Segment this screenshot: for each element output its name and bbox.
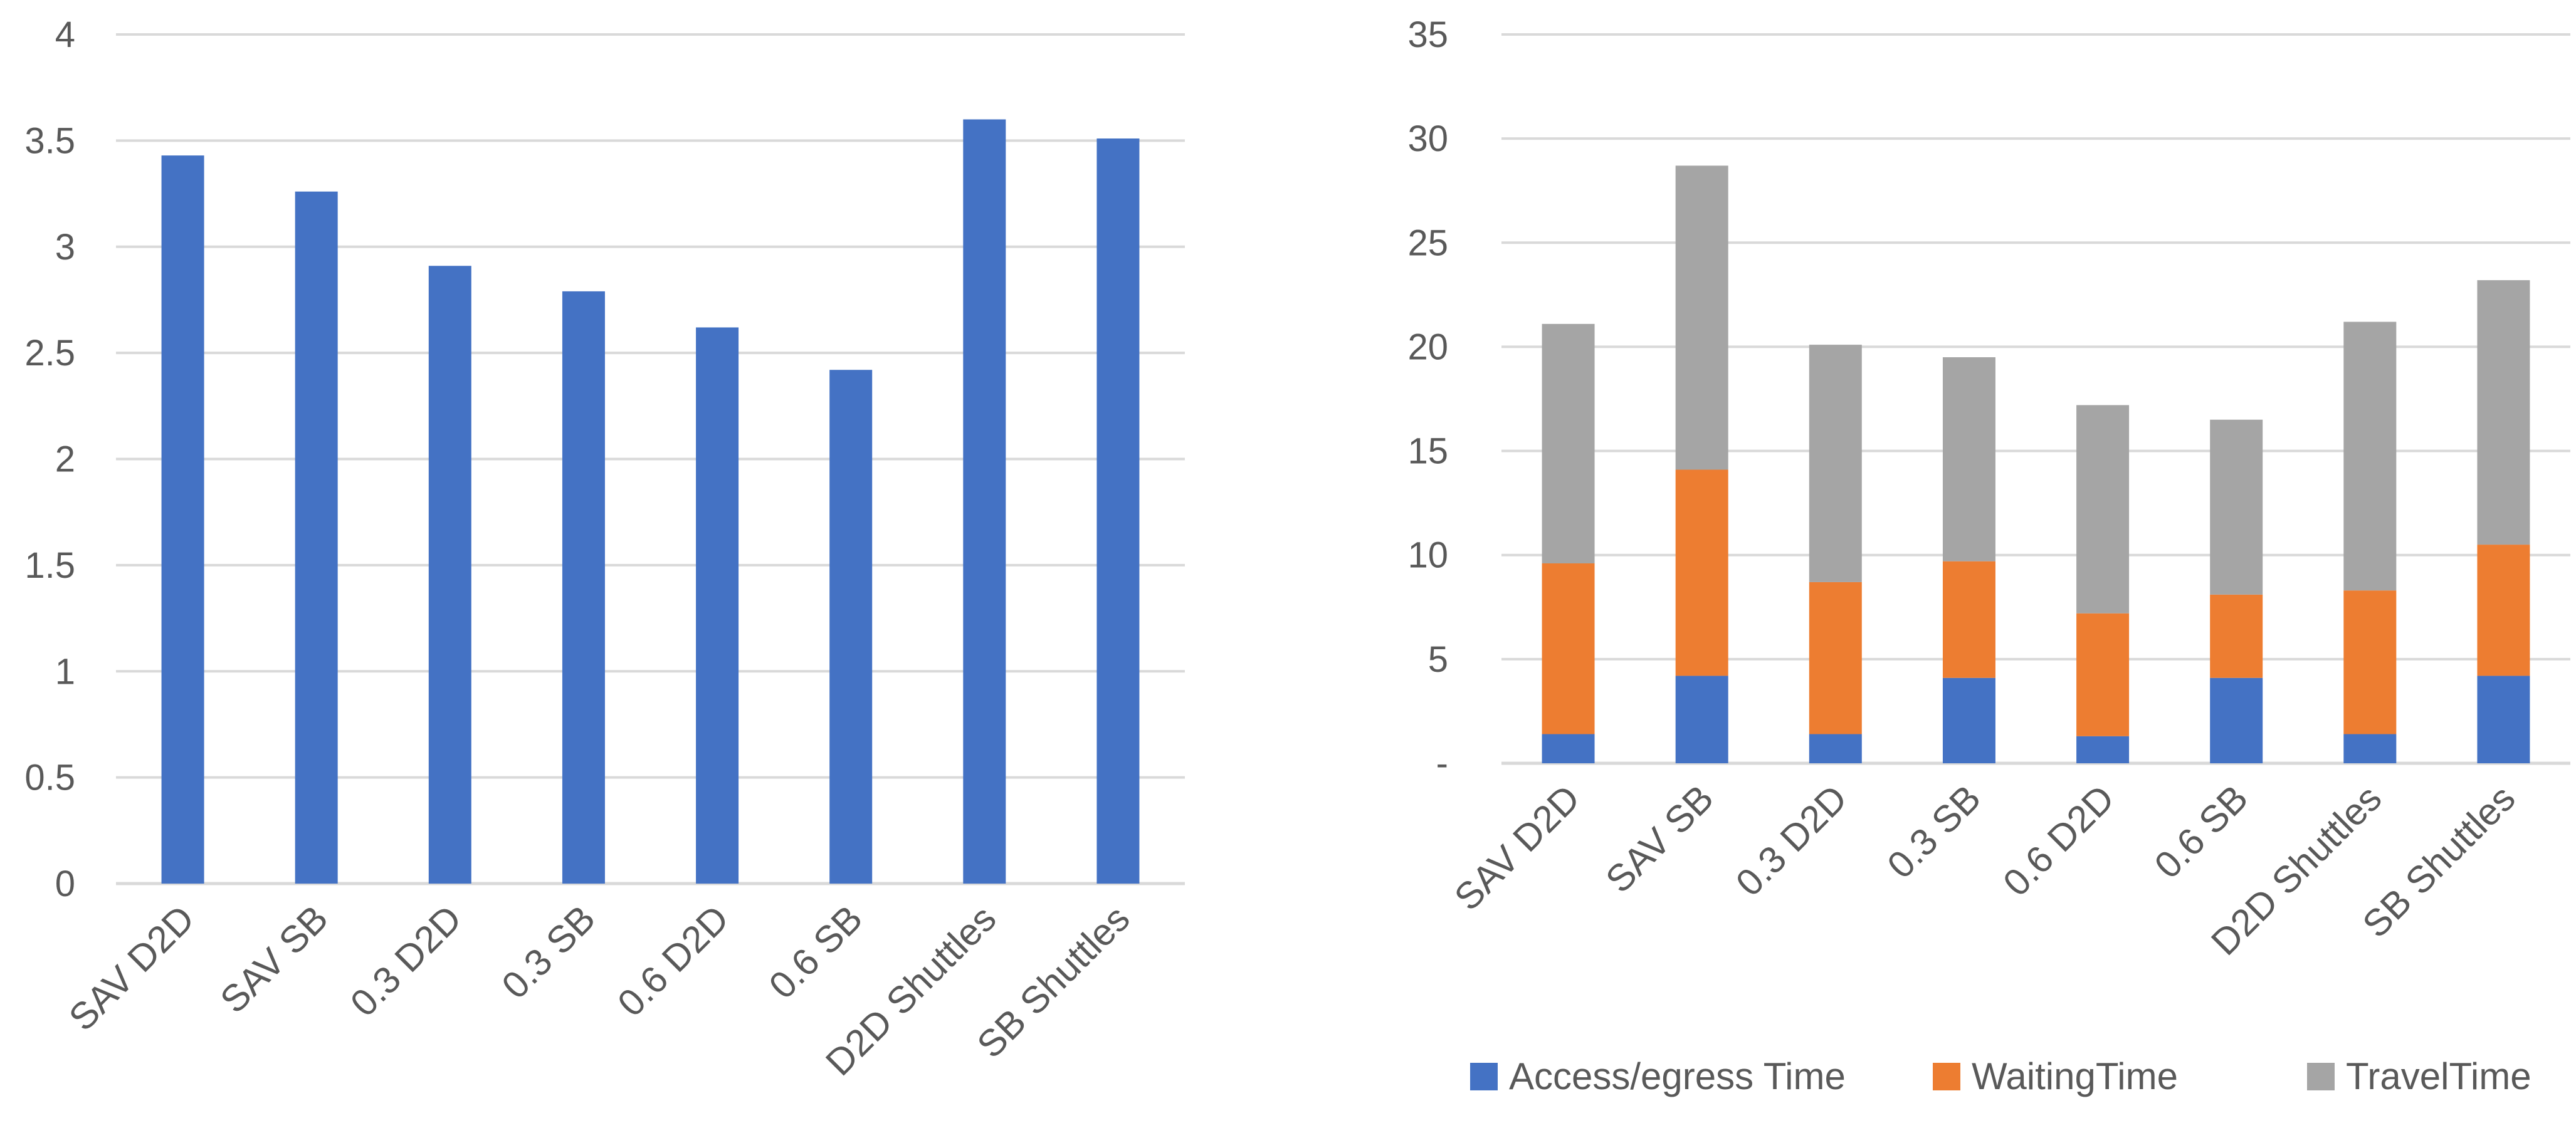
bar (428, 266, 471, 884)
bar-segment-traveltime (1942, 357, 1995, 561)
x-category-label: SAV D2D (61, 897, 202, 1039)
bar-segment-access-egress-time (2210, 677, 2263, 763)
bar-segment-waitingtime (1675, 469, 1728, 676)
bar (696, 327, 739, 884)
bar-segment-waitingtime (1542, 563, 1595, 734)
bar-segment-access-egress-time (1675, 676, 1728, 763)
bar-segment-traveltime (2076, 405, 2130, 613)
legend-swatch-traveltime (2307, 1063, 2335, 1090)
bar-segment-access-egress-time (1809, 734, 1862, 763)
legend: Access/egress Time WaitingTime TravelTime (1470, 1055, 2531, 1097)
bar-segment-traveltime (1675, 165, 1728, 470)
y-tick-label: - (1436, 743, 1448, 784)
bar-segment-access-egress-time (2343, 734, 2397, 763)
chart-right-stacked-bar: - 5 10 15 20 25 30 35 SAV D2D SAV SB 0.3 D2D 0.3 SB… (1407, 14, 2570, 1097)
bar-segment-traveltime (1542, 323, 1595, 564)
legend-swatch-access-egress-time (1470, 1063, 1498, 1090)
bar-segment-waitingtime (2076, 613, 2130, 736)
x-category-label: SAV SB (212, 897, 336, 1021)
x-category-label: 0.6 D2D (609, 897, 737, 1025)
bar (161, 155, 204, 884)
bar (295, 191, 338, 884)
chart-left-bar: 0 0.5 1 1.5 2 2.5 3 3.5 4 SAV D2D SAV SB 0.3 D2D 0.3… (24, 14, 1185, 1083)
y-tick-label: 4 (55, 14, 75, 55)
legend-label: Access/egress Time (1509, 1055, 1846, 1097)
x-category-label: 0.3 D2D (1728, 777, 1855, 904)
x-category-label: 0.6 SB (2147, 777, 2256, 887)
y-tick-label: 3 (55, 227, 75, 268)
legend-label: TravelTime (2346, 1055, 2531, 1097)
y-tick-label: 1.5 (24, 545, 75, 586)
y-tick-label: 15 (1407, 431, 1448, 472)
y-tick-label: 1 (55, 651, 75, 692)
y-tick-label: 10 (1407, 535, 1448, 576)
y-tick-label: 35 (1407, 14, 1448, 55)
y-tick-label: 2 (55, 439, 75, 480)
bar-segment-access-egress-time (1542, 734, 1595, 763)
x-category-label: 0.3 SB (493, 897, 603, 1007)
y-tick-label: 30 (1407, 118, 1448, 159)
bar-segment-waitingtime (2343, 590, 2397, 734)
bar-segment-traveltime (2343, 321, 2397, 591)
x-category-label: SAV D2D (1446, 777, 1588, 919)
bar-segment-access-egress-time (2076, 736, 2130, 763)
x-category-label: 0.6 SB (761, 897, 871, 1007)
x-category-label: 0.6 D2D (1995, 777, 2122, 904)
bar-segment-waitingtime (1942, 561, 1995, 678)
y-tick-label: 5 (1428, 639, 1448, 680)
bar-segment-traveltime (1809, 345, 1862, 582)
bar-segment-access-egress-time (2477, 676, 2530, 763)
y-tick-label: 0.5 (24, 758, 75, 798)
bar-segment-waitingtime (2477, 545, 2530, 676)
bar (963, 119, 1006, 884)
bar-segment-waitingtime (1809, 582, 1862, 734)
bar (829, 370, 873, 884)
x-category-label: SAV SB (1597, 777, 1722, 901)
x-category-label: 0.3 SB (1879, 777, 1989, 887)
y-tick-label: 0 (55, 864, 75, 904)
bar (562, 291, 605, 884)
y-tick-label: 2.5 (24, 333, 75, 373)
x-category-label: 0.3 D2D (342, 897, 470, 1025)
bar-segment-traveltime (2210, 419, 2263, 595)
bar-segment-traveltime (2477, 280, 2530, 545)
legend-label: WaitingTime (1972, 1055, 2178, 1097)
bar-segment-waitingtime (2210, 594, 2263, 678)
legend-swatch-waitingtime (1933, 1063, 1960, 1090)
bar (1096, 138, 1140, 884)
y-tick-label: 3.5 (24, 120, 75, 161)
y-tick-label: 20 (1407, 326, 1448, 367)
y-tick-label: 25 (1407, 222, 1448, 263)
bar-segment-access-egress-time (1942, 677, 1995, 763)
